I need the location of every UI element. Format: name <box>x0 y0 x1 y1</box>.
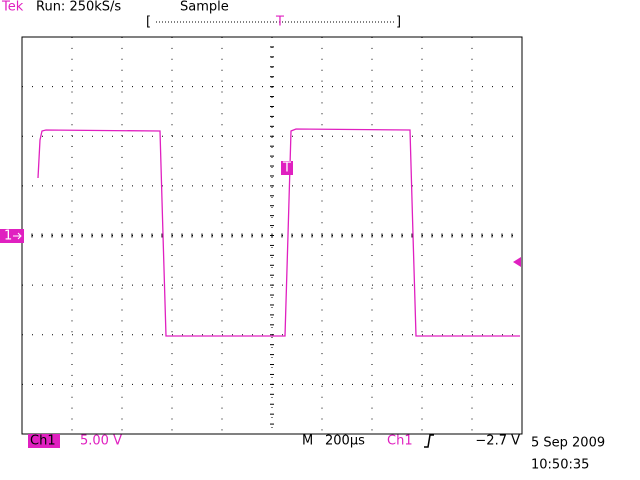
channel: Ch1 <box>30 434 56 449</box>
record-bracket: ] <box>396 15 401 30</box>
channel-arrow <box>13 232 22 240</box>
channel-marker: 1 <box>4 229 12 244</box>
date: 5 Sep 2009 <box>531 436 605 451</box>
brand: Tek <box>1 0 24 15</box>
trigger-level: −2.7 V <box>475 434 520 449</box>
record-bracket: [ <box>146 15 151 30</box>
acquire-mode: Sample <box>180 0 229 15</box>
timebase-label: M <box>302 434 313 449</box>
time: 10:50:35 <box>531 458 589 473</box>
trigger-level-arrow <box>513 257 521 267</box>
run-status: Run: 250kS/s <box>36 0 121 15</box>
trigger-marker: T <box>282 161 291 176</box>
waveform <box>37 128 520 337</box>
timebase: 200µs <box>325 434 365 449</box>
trigger-marker-box <box>281 161 293 175</box>
graticule <box>21 36 523 435</box>
channel-box <box>28 434 60 448</box>
trigger-source: Ch1 <box>387 434 413 449</box>
trigger-slope <box>424 434 434 448</box>
channel-marker-box <box>0 229 24 243</box>
trigger-position: T <box>275 15 284 30</box>
volts-per-div: 5.00 V <box>80 434 122 449</box>
